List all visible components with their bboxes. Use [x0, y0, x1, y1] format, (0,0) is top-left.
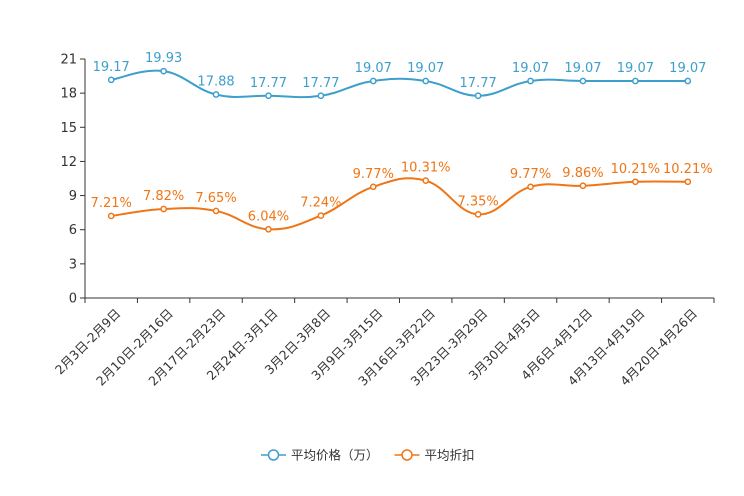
data-label: 19.07 [407, 61, 444, 76]
y-tick-label: 18 [60, 87, 77, 102]
data-label: 7.65% [195, 191, 236, 206]
data-point[interactable] [684, 77, 692, 85]
data-point[interactable] [265, 225, 272, 233]
data-label: 7.21% [91, 196, 132, 211]
y-tick-label: 12 [60, 155, 77, 170]
data-label: 17.77 [460, 76, 497, 91]
data-label: 10.31% [401, 161, 451, 176]
legend-label: 平均折扣 [425, 448, 475, 463]
data-label: 6.04% [248, 209, 289, 224]
data-label: 19.07 [512, 61, 549, 76]
data-label: 19.07 [355, 61, 392, 76]
data-label: 7.24% [300, 196, 341, 211]
data-label: 19.07 [617, 61, 654, 76]
y-tick-label: 0 [69, 292, 77, 307]
legend-label: 平均价格（万） [291, 448, 379, 463]
data-point[interactable] [107, 76, 115, 84]
data-point[interactable] [474, 92, 482, 100]
data-label: 17.77 [302, 76, 339, 91]
data-point[interactable] [107, 212, 115, 220]
data-point[interactable] [317, 92, 325, 100]
data-point[interactable] [474, 211, 482, 218]
series-layer: 19.17 19.93 17.88 17.77 17.77 19.07 19.07 17.77… [91, 51, 713, 233]
data-point[interactable] [212, 91, 220, 98]
data-label: 17.88 [197, 75, 234, 90]
data-label: 10.21% [663, 162, 713, 177]
data-point[interactable] [369, 77, 377, 85]
legend-item-0[interactable]: 平均价格（万） [261, 448, 379, 463]
data-point[interactable] [632, 77, 639, 85]
legend[interactable]: 平均价格（万） 平均折扣 [261, 448, 475, 463]
y-tick-label: 21 [60, 53, 77, 68]
legend-item-1[interactable]: 平均折扣 [394, 448, 475, 463]
data-point[interactable] [422, 177, 430, 185]
y-tick-label: 3 [69, 257, 77, 272]
data-point[interactable] [632, 178, 639, 186]
data-label: 9.77% [353, 167, 394, 182]
data-point[interactable] [527, 77, 534, 85]
legend-marker-icon [401, 449, 413, 461]
legend-marker-icon [267, 449, 280, 461]
data-point[interactable] [160, 67, 167, 75]
data-point[interactable] [527, 183, 534, 191]
data-point[interactable] [579, 182, 587, 190]
axes: 0369121518212月3日-2月9日2月10日-2月16日2月17日-2月… [52, 53, 715, 389]
data-label: 9.77% [510, 167, 551, 182]
data-point[interactable] [212, 207, 220, 215]
data-label: 19.07 [564, 61, 601, 76]
data-label: 19.07 [669, 61, 706, 76]
y-tick-label: 9 [69, 189, 77, 204]
data-point[interactable] [265, 92, 272, 100]
data-point[interactable] [317, 212, 325, 219]
data-label: 17.77 [250, 76, 287, 91]
data-label: 19.93 [145, 51, 182, 66]
series-0: 19.17 19.93 17.88 17.77 17.77 19.07 19.07 17.77… [93, 51, 706, 100]
data-label: 10.21% [611, 162, 661, 177]
data-point[interactable] [422, 77, 430, 85]
data-label: 7.35% [457, 194, 498, 209]
data-point[interactable] [579, 77, 587, 85]
data-label: 7.82% [143, 189, 184, 204]
data-label: 9.86% [562, 166, 603, 181]
data-label: 19.17 [93, 60, 130, 75]
data-point[interactable] [684, 178, 692, 186]
series-line [111, 69, 688, 99]
y-tick-label: 6 [69, 223, 77, 238]
y-tick-label: 15 [60, 121, 77, 136]
data-point[interactable] [369, 183, 377, 191]
series-1: 7.21% 7.82% 7.65% 6.04% 7.24% 9.77% 10.31% 7.35… [91, 161, 713, 233]
data-point[interactable] [160, 205, 167, 213]
